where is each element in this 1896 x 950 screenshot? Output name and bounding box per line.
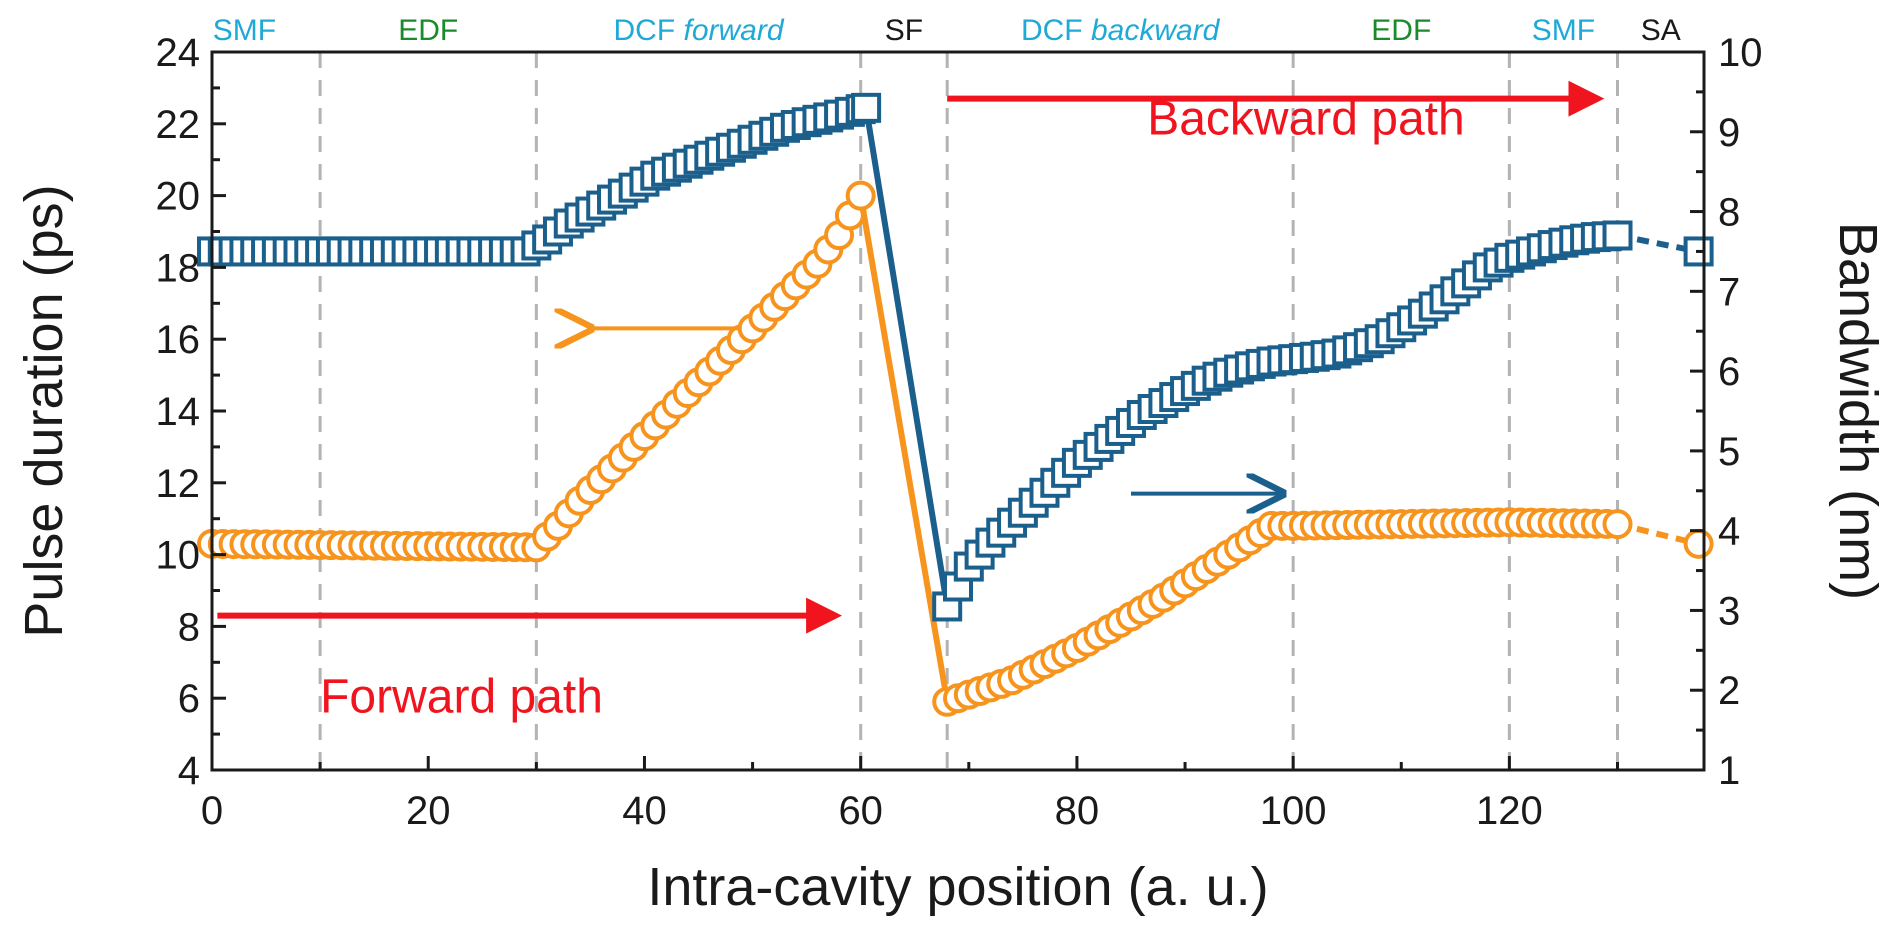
x-tick-label: 80 [1055,789,1100,833]
y-right-tick-label: 4 [1718,510,1740,554]
y-right-tick-label: 8 [1718,191,1740,235]
x-axis-title: Intra-cavity position (a. u.) [647,857,1268,917]
y-left-tick-label: 18 [156,246,201,290]
x-tick-label: 0 [201,789,223,833]
y-right-tick-label: 3 [1718,589,1740,633]
section-label: SA [1641,14,1681,47]
plot-frame [210,50,1706,772]
section-label: SF [885,14,923,47]
y-right-tick-label: 5 [1718,430,1740,474]
data-series [197,92,1714,717]
y-axis-title-right: Bandwidth (nm) [1828,222,1888,600]
y-left-tick-label: 24 [156,31,201,75]
axes: 0 20 40 60 80 100 1204681012141618202224123456… [156,31,1763,833]
y-right-tick-label: 6 [1718,350,1740,394]
section-labels: SMF EDF DCF forward SF DCF backward EDF SMF SA [213,14,1681,47]
section-label: SMF [213,14,276,47]
y-left-tick-label: 4 [178,749,200,793]
x-tick-label: 120 [1476,789,1543,833]
y-left-tick-label: 10 [156,534,201,578]
data-point [851,92,882,123]
series-pulse-duration [197,180,1714,717]
y-left-tick-label: 22 [156,103,201,147]
annotations: Forward path Backward path [217,80,1605,724]
y-axis-title-left: Pulse duration (ps) [14,184,74,637]
y-right-tick-label: 2 [1718,669,1740,713]
forward-path-label: Forward path [320,671,603,724]
data-point [1602,509,1633,540]
data-point [1683,528,1714,559]
y-left-tick-label: 6 [178,677,200,721]
y-left-tick-label: 20 [156,175,201,219]
section-label: EDF [398,14,458,47]
section-label: DCF forward [613,14,784,47]
section-label: SMF [1532,14,1595,47]
y-left-tick-label: 16 [156,318,201,362]
section-dividers [318,52,1620,770]
data-point [845,180,876,211]
data-point [1602,220,1633,251]
y-right-tick-label: 7 [1718,270,1740,314]
y-left-tick-label: 12 [156,462,201,506]
backward-path-label: Backward path [1147,93,1465,146]
section-label: DCF backward [1021,14,1221,47]
series-bandwidth [197,92,1714,622]
series-line [211,192,1618,705]
x-tick-label: 100 [1260,789,1327,833]
y-right-tick-label: 10 [1718,31,1763,75]
x-tick-label: 40 [622,789,667,833]
x-tick-label: 60 [838,789,883,833]
y-right-tick-label: 1 [1718,749,1740,793]
y-left-tick-label: 8 [178,605,200,649]
y-right-tick-label: 9 [1718,111,1740,155]
x-tick-label: 20 [406,789,451,833]
section-label: EDF [1371,14,1431,47]
y-left-tick-label: 14 [156,390,201,434]
